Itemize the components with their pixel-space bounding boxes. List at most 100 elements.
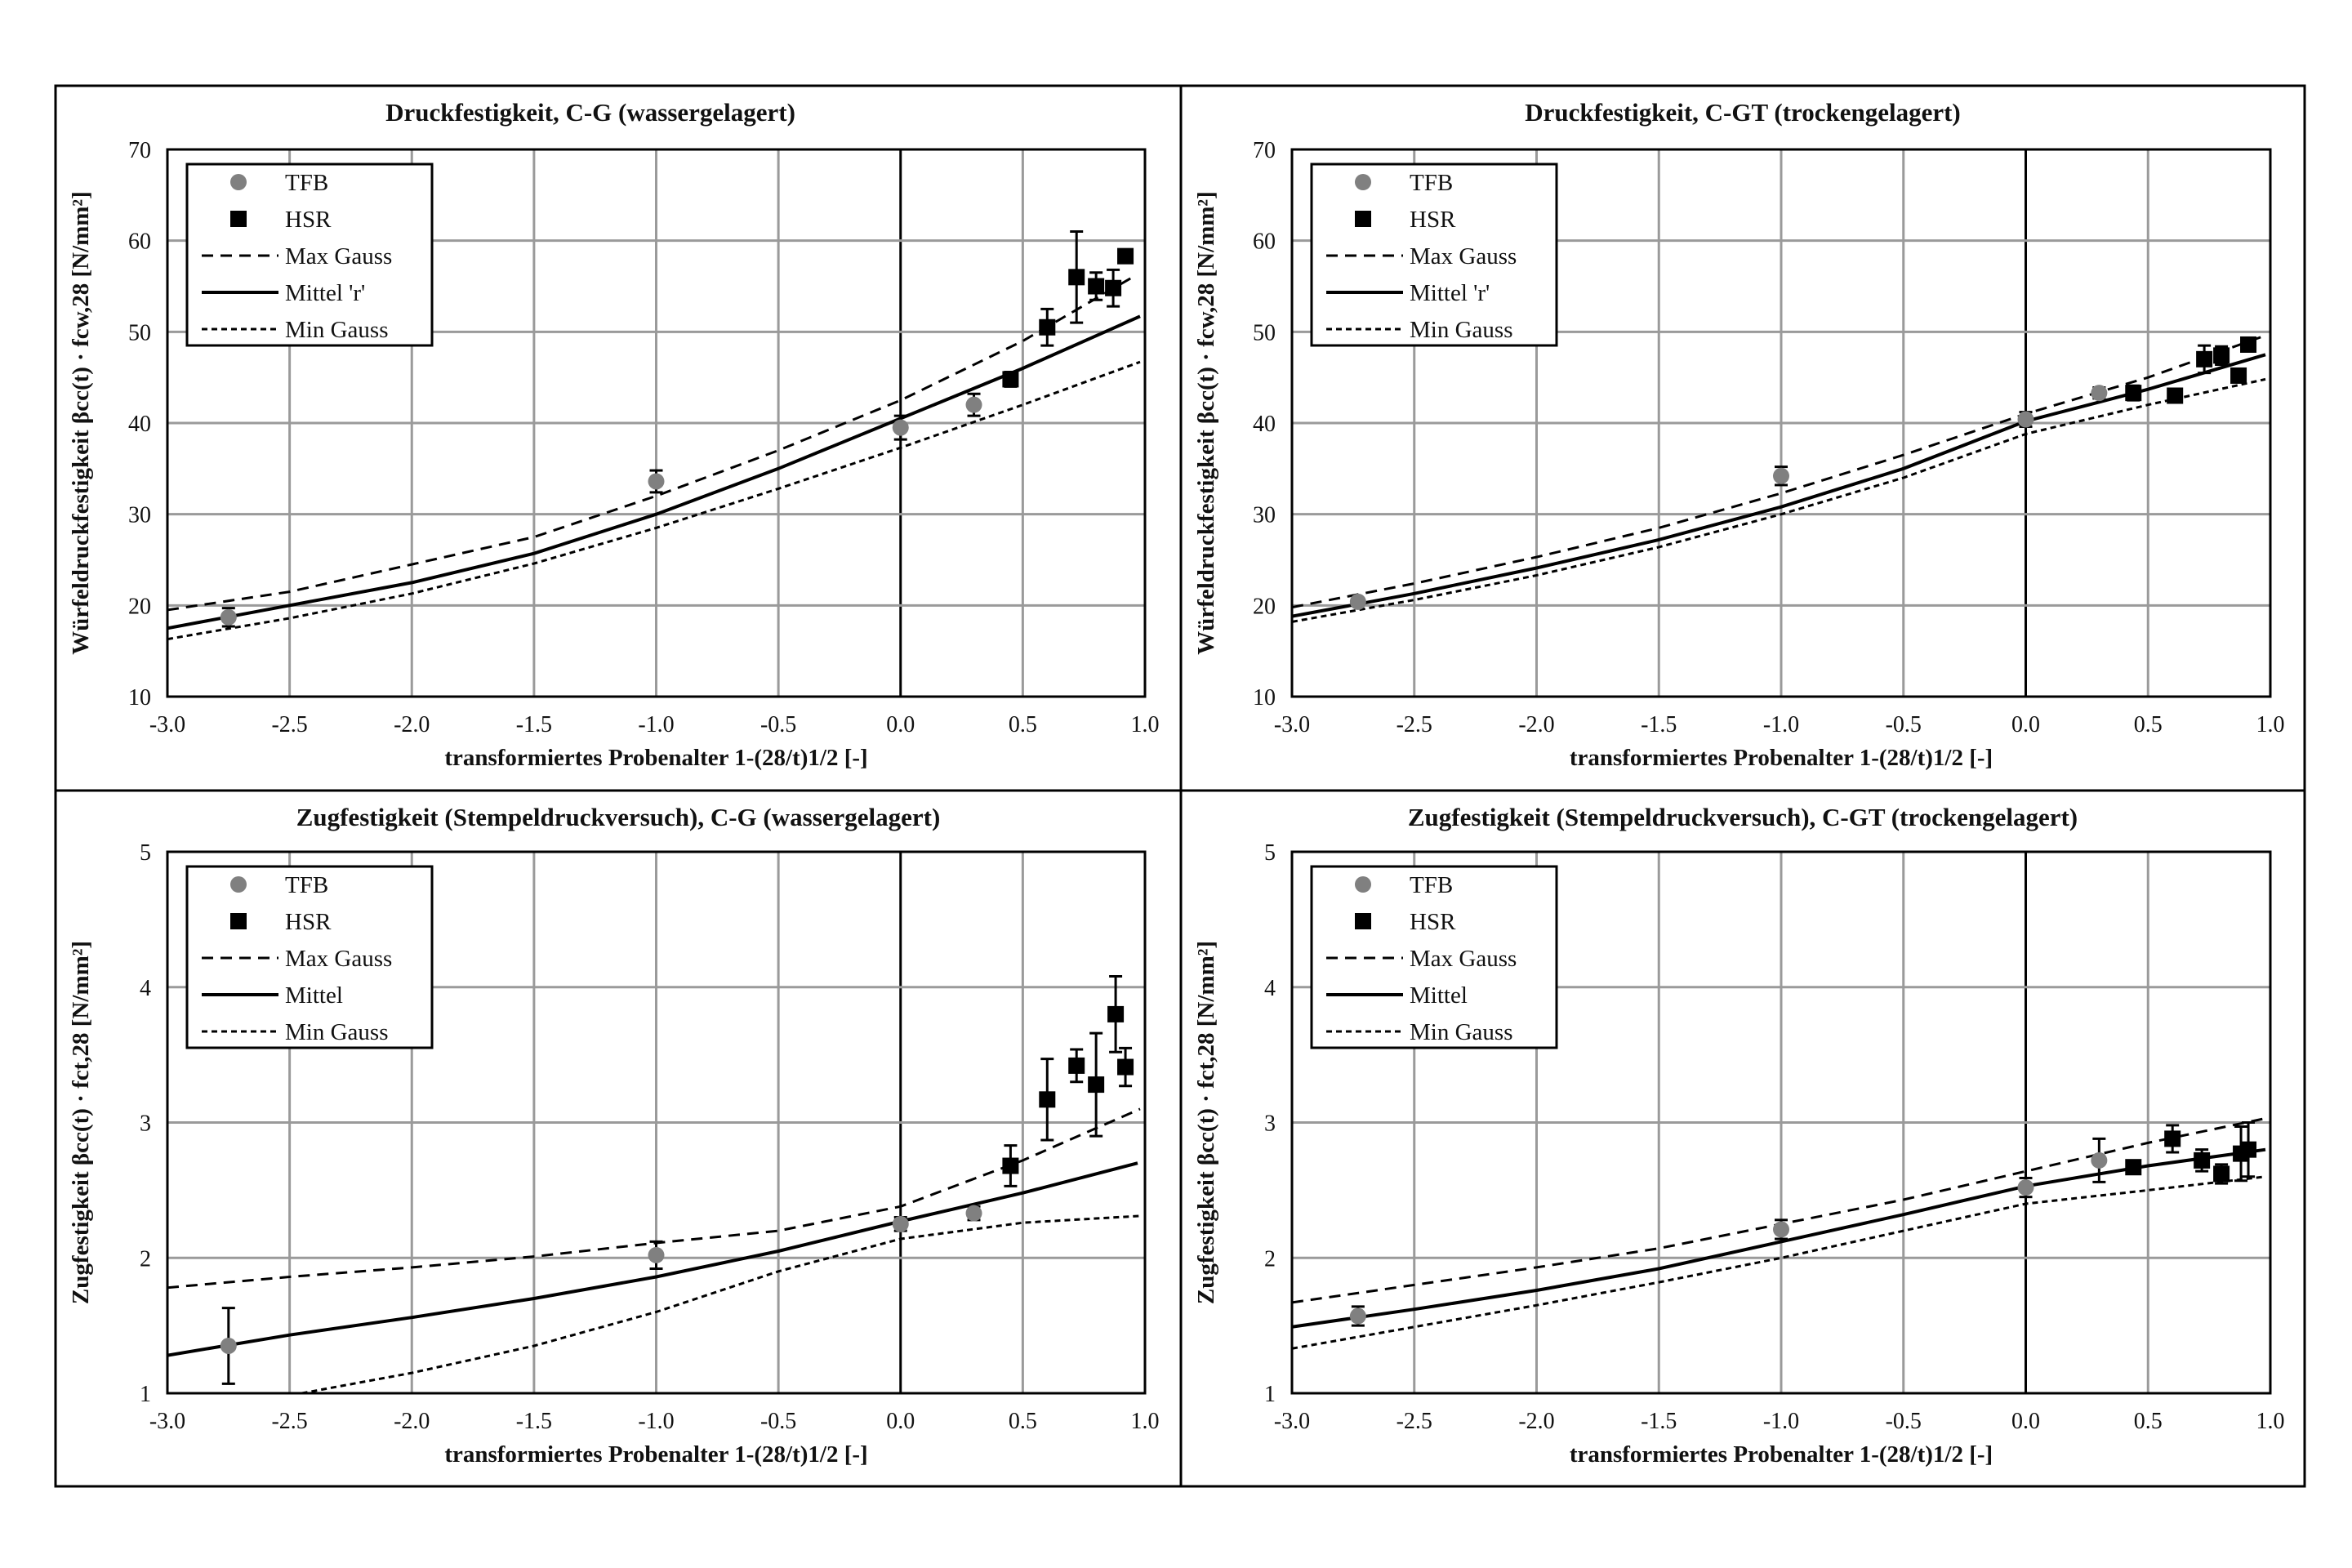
legend-label: Mittel 'r' [285,280,365,306]
data-point-tfb [2091,1152,2108,1169]
y-tick-label: 1 [1264,1382,1276,1407]
data-point-hsr [2196,350,2213,368]
y-tick-label: 10 [1253,685,1276,710]
legend-marker-tfb [1355,876,1371,893]
legend-label: Max Gauss [1410,946,1517,972]
y-tick-label: 10 [128,685,151,710]
legend-label: Max Gauss [285,946,392,972]
x-tick-label: -0.5 [1886,1409,1922,1434]
x-tick-label: 0.0 [886,712,915,737]
y-axis-label: Würfeldruckfestigkeit βcc(t) · fcw,28 [N… [1193,191,1219,655]
chart-title: Zugfestigkeit (Stempeldruckversuch), C-G… [296,803,941,831]
data-point-hsr [1107,1005,1125,1022]
plot-area-border [166,148,1147,698]
series-line [167,1161,1138,1357]
x-tick-label: -1.0 [1763,712,1799,737]
x-tick-label: -2.0 [394,712,430,737]
legend-label: HSR [1410,207,1456,233]
legend-label: HSR [285,207,332,233]
series-line [1292,377,2266,623]
legend-label: Mittel [285,982,343,1009]
y-tick-label: 5 [140,840,151,866]
legend-label: Mittel 'r' [1410,280,1490,306]
y-tick-label: 30 [128,503,151,528]
data-point-hsr [1068,1057,1085,1074]
x-tick-label: 1.0 [1131,712,1160,737]
x-tick-label: -3.0 [1274,1409,1310,1434]
y-tick-label: 40 [1253,412,1276,437]
data-point-tfb [892,1215,909,1232]
chart-panel-3: Zugfestigkeit (Stempeldruckversuch), C-G… [68,803,1160,1468]
x-axis-label: transformiertes Probenalter 1-(28/t)1/2 … [1570,745,1993,771]
legend-label: HSR [1410,909,1456,935]
y-tick-label: 40 [128,412,151,437]
data-point-tfb [892,419,909,436]
x-tick-label: -1.5 [1641,1409,1677,1434]
y-tick-label: 2 [140,1246,151,1272]
x-tick-label: -3.0 [149,1409,185,1434]
legend-label: Min Gauss [1410,317,1512,343]
x-tick-label: -1.5 [1641,712,1677,737]
legend-label: TFB [1410,170,1453,196]
data-point-hsr [1117,247,1134,265]
series-line [1292,1147,2266,1329]
legend-marker-tfb [230,876,247,893]
plot-area-border [1290,850,2272,1395]
data-point-tfb [1773,1221,1789,1238]
x-tick-label: 0.5 [2134,712,2163,737]
x-tick-label: -0.5 [760,1409,796,1434]
x-tick-label: -2.5 [271,712,307,737]
x-tick-label: 0.5 [1009,1409,1037,1434]
data-point-hsr [1068,269,1085,286]
data-point-tfb [2017,1179,2034,1196]
y-tick-label: 60 [128,229,151,255]
y-tick-label: 50 [128,320,151,345]
chart-title: Druckfestigkeit, C-G (wassergelagert) [385,98,795,127]
x-tick-label: -2.5 [1396,1409,1432,1434]
data-point-hsr [2167,387,2184,404]
x-tick-label: -1.0 [638,712,674,737]
data-point-tfb [220,608,237,626]
y-axis-label: Zugfestigkeit βcc(t) · fct,28 [N/mm²] [1193,941,1219,1304]
x-tick-label: 1.0 [1131,1409,1160,1434]
y-tick-label: 1 [140,1382,151,1407]
x-axis-label: transformiertes Probenalter 1-(28/t)1/2 … [444,1441,867,1468]
x-tick-label: -3.0 [1274,712,1310,737]
x-tick-label: 0.5 [1009,712,1037,737]
x-tick-label: 0.5 [2134,1409,2163,1434]
legend-label: TFB [285,872,328,898]
y-tick-label: 20 [1253,594,1276,619]
legend-label: Max Gauss [285,243,392,270]
series-line [167,314,1141,630]
data-point-tfb [1349,1307,1366,1325]
legend-label: TFB [285,170,328,196]
series-line [1292,353,2266,618]
series-line [167,360,1141,641]
legend-label: Min Gauss [285,1019,388,1045]
data-point-hsr [1002,1157,1019,1174]
legend-label: HSR [285,909,332,935]
y-tick-label: 70 [1253,138,1276,163]
x-tick-label: -2.5 [271,1409,307,1434]
data-point-hsr [2230,367,2247,384]
data-point-hsr [1039,318,1056,336]
x-tick-label: -1.5 [516,712,552,737]
legend-marker-hsr [1355,211,1371,227]
y-tick-label: 30 [1253,503,1276,528]
legend-label: TFB [1410,872,1453,898]
chart-panel-4: Zugfestigkeit (Stempeldruckversuch), C-G… [1193,803,2285,1468]
y-axis-label: Würfeldruckfestigkeit βcc(t) · fcw,28 [N… [68,191,94,655]
y-tick-label: 20 [128,594,151,619]
legend-marker-tfb [230,174,247,190]
series-line [301,1214,1141,1393]
data-point-tfb [220,1337,237,1354]
x-tick-label: 1.0 [2256,712,2285,737]
legend-label: Min Gauss [285,317,388,343]
y-tick-label: 70 [128,138,151,163]
x-tick-label: -2.0 [1518,1409,1554,1434]
x-tick-label: -2.5 [1396,712,1432,737]
series-line [1292,1175,2266,1350]
legend-label: Mittel [1410,982,1468,1009]
chart-title: Zugfestigkeit (Stempeldruckversuch), C-G… [1408,803,2078,831]
chart-panel-1: Druckfestigkeit, C-G (wassergelagert) -3.… [68,98,1160,771]
